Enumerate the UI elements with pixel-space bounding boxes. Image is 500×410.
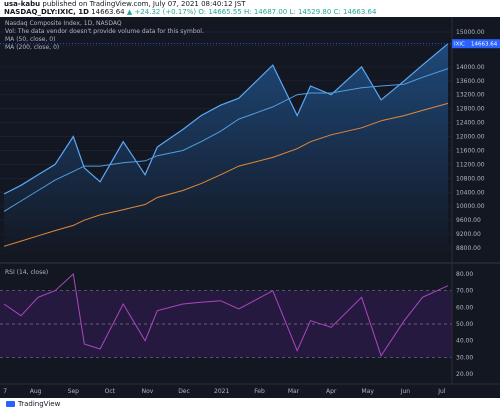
time-axis-label: Feb xyxy=(254,388,265,395)
price-axis-label: 11200.00 xyxy=(456,161,485,168)
legend-rsi[interactable]: RSI (14, close) xyxy=(5,269,48,276)
published-text: published on TradingView.com, July 07, 2… xyxy=(42,0,246,8)
symbol-line: NASDAQ_DLY:IXIC, 1D 14663.64 ▲ +24.32 (+… xyxy=(4,8,376,16)
price-axis-label: 10400.00 xyxy=(456,189,485,196)
publisher-line: usa-kabu published on TradingView.com, J… xyxy=(4,0,246,8)
price-line xyxy=(3,43,449,195)
time-axis-label: 2021 xyxy=(214,388,229,395)
price-area-fill xyxy=(4,43,448,256)
price-axis-label: 11600.00 xyxy=(456,148,485,155)
time-axis-label: Dec xyxy=(178,388,190,395)
time-axis-label: Oct xyxy=(105,388,116,395)
price-axis-label: 12800.00 xyxy=(456,106,485,113)
price-badge-bg xyxy=(452,39,469,49)
rsi-axis-label: 40.00 xyxy=(456,338,473,345)
time-axis-label: Nov xyxy=(142,388,154,395)
symbol-label: NASDAQ_DLY:IXIC, 1D xyxy=(4,8,89,16)
footer: TradingView xyxy=(0,398,500,410)
price-badge-label: IXIC xyxy=(454,42,465,48)
chart-svg[interactable]: 15000.0014600.0014000.0013600.0013200.00… xyxy=(0,17,500,398)
price-axis-label: 12400.00 xyxy=(456,120,485,127)
rsi-axis-label: 50.00 xyxy=(456,321,473,328)
time-axis-label: Jul xyxy=(437,388,446,395)
price-axis-label: 13200.00 xyxy=(456,92,485,99)
time-axis-label: Apr xyxy=(326,388,337,395)
price-badge-value-bg xyxy=(469,39,500,49)
price-axis-label: 9600.00 xyxy=(456,217,481,224)
rsi-axis-label: 80.00 xyxy=(456,271,473,278)
time-axis-label: 7 xyxy=(3,388,7,395)
price-badge: IXIC 14663.64 xyxy=(452,39,500,49)
ma200-line xyxy=(3,102,449,247)
legend-vol-note: Vol: The data vendor doesn't provide vol… xyxy=(5,28,204,35)
price-axis-label: 12000.00 xyxy=(456,134,485,141)
price-value: 14663.64 xyxy=(91,8,125,16)
legend-ma200[interactable]: MA (200, close, 0) xyxy=(5,44,59,51)
price-change: ▲ +24.32 (+0.17%) xyxy=(126,8,197,16)
price-axis-label: 15000.00 xyxy=(456,29,485,36)
rsi-band xyxy=(0,290,452,358)
price-axis-label: 8800.00 xyxy=(456,245,481,252)
publish-header: usa-kabu published on TradingView.com, J… xyxy=(0,0,500,17)
price-axis-label: 14000.00 xyxy=(456,64,485,71)
rsi-line xyxy=(3,273,449,357)
time-axis[interactable]: 7 Aug Sep Oct Nov Dec 2021 Feb Mar Apr May Jun Jul xyxy=(3,388,446,395)
price-axis-label: 9200.00 xyxy=(456,231,481,238)
legend-ma50[interactable]: MA (50, close, 0) xyxy=(5,36,55,43)
rsi-axis[interactable]: 80.00 70.00 60.00 50.00 40.00 30.00 20.00 xyxy=(456,271,473,378)
rsi-axis-label: 30.00 xyxy=(456,354,473,361)
price-axis-label: 13600.00 xyxy=(456,78,485,85)
price-axis[interactable]: 15000.0014600.0014000.0013600.0013200.00… xyxy=(456,29,485,252)
time-axis-label: May xyxy=(361,388,374,395)
time-axis-label: Sep xyxy=(68,388,80,395)
price-area xyxy=(0,43,452,256)
time-axis-label: Aug xyxy=(30,388,42,395)
publisher-name[interactable]: usa-kabu xyxy=(4,0,41,8)
price-axis-label: 10800.00 xyxy=(456,175,485,182)
price-badge-value: 14663.64 xyxy=(471,42,498,48)
tradingview-logo-icon xyxy=(6,401,15,407)
rsi-pane xyxy=(0,273,452,358)
time-axis-label: Mar xyxy=(288,388,300,395)
rsi-axis-label: 20.00 xyxy=(456,371,473,378)
chart-legend[interactable]: Nasdaq Composite Index, 1D, NASDAQ Vol: … xyxy=(5,20,204,276)
price-axis-label: 10000.00 xyxy=(456,203,485,210)
time-axis-label: Jun xyxy=(400,388,411,395)
ma50-line xyxy=(3,68,449,212)
footer-brand[interactable]: TradingView xyxy=(18,400,61,408)
chart-frame[interactable]: 15000.0014600.0014000.0013600.0013200.00… xyxy=(0,17,500,398)
rsi-axis-label: 70.00 xyxy=(456,288,473,295)
ohlc-values: O: 14665.55 H: 14687.00 L: 14529.80 C: 1… xyxy=(198,8,377,16)
rsi-axis-label: 60.00 xyxy=(456,304,473,311)
legend-title[interactable]: Nasdaq Composite Index, 1D, NASDAQ xyxy=(5,20,122,27)
